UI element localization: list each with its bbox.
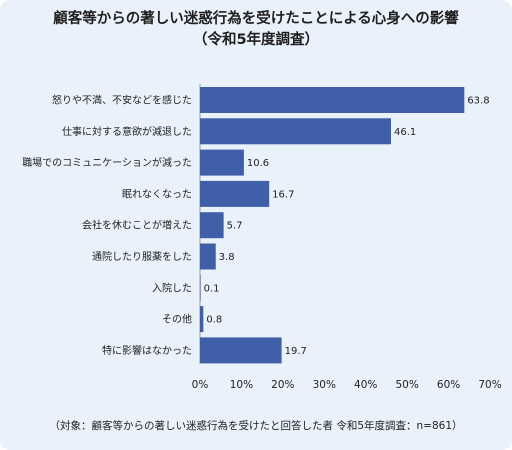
value-label: 16.7: [272, 189, 294, 200]
value-label: 0.1: [204, 283, 220, 294]
category-label: 職場でのコミュニケーションが減った: [22, 156, 192, 169]
bar: [200, 274, 201, 301]
value-label: 10.6: [247, 158, 269, 169]
chart-subtitle: （令和5年度調査）: [192, 32, 320, 48]
category-label: 入院した: [152, 281, 192, 294]
chart-title: 顧客等からの著しい迷惑行為を受けたことによる心身への影響: [53, 11, 459, 27]
value-label: 63.8: [467, 96, 489, 107]
value-label: 3.8: [219, 252, 235, 263]
bar: [200, 180, 270, 207]
value-label: 46.1: [394, 127, 416, 138]
category-label: 会社を休むことが増えた: [82, 219, 192, 232]
x-tick-label: 50%: [395, 379, 418, 391]
x-tick-label: 70%: [478, 379, 501, 391]
x-tick-label: 60%: [437, 379, 460, 391]
bar: [200, 243, 216, 270]
x-tick-label: 0%: [192, 379, 209, 391]
category-label: 通院したり服薬をした: [92, 250, 192, 263]
x-tick-label: 30%: [313, 379, 336, 391]
bar: [200, 306, 204, 333]
x-tick-label: 20%: [271, 379, 294, 391]
bar: [200, 212, 224, 239]
category-label: その他: [162, 313, 192, 326]
chart-footnote: （対象：顧客等からの著しい迷惑行為を受けたと回答した者 令和5年度調査：n=86…: [49, 420, 463, 432]
value-label: 5.7: [227, 221, 243, 232]
category-label: 眠れなくなった: [122, 188, 192, 200]
category-label: 怒りや不満、不安などを感じた: [52, 94, 192, 107]
value-label: 19.7: [285, 346, 307, 357]
bar: [200, 118, 391, 145]
bar: [200, 149, 244, 176]
bar: [200, 337, 282, 364]
value-label: 0.8: [206, 315, 222, 326]
category-label: 仕事に対する意欲が減退した: [62, 125, 192, 138]
x-tick-label: 40%: [354, 379, 377, 391]
x-tick-label: 10%: [230, 379, 253, 391]
bar: [200, 87, 465, 113]
category-label: 特に影響はなかった: [102, 344, 192, 357]
